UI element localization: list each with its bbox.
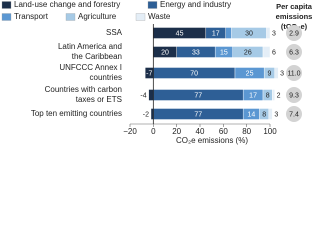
x-tick-label: 60 bbox=[219, 127, 228, 136]
bar-value-label: 70 bbox=[190, 70, 198, 77]
per-capita-label: 6.3 bbox=[289, 49, 299, 56]
per-capita-label: 9.3 bbox=[289, 92, 299, 99]
bar-segment bbox=[274, 67, 279, 79]
category-label: Latin America and the Caribbean bbox=[58, 42, 122, 61]
category-label: SSA bbox=[106, 28, 123, 37]
per-capita-title: emissions bbox=[276, 12, 312, 21]
bar-segment bbox=[225, 27, 232, 39]
x-tick-label: 0 bbox=[151, 127, 156, 136]
x-tick-label: 20 bbox=[172, 127, 181, 136]
bar-value-label: 3 bbox=[272, 30, 276, 37]
bar-value-label: 30 bbox=[245, 30, 253, 37]
per-capita-label: 2.9 bbox=[289, 30, 299, 37]
per-capita-marker bbox=[286, 106, 302, 122]
chart: CO₂e emissions (%) Land-use change and f… bbox=[1, 0, 312, 145]
bar-value-label: 3 bbox=[274, 111, 278, 118]
bar-value-label: 77 bbox=[194, 92, 202, 99]
per-capita-marker bbox=[286, 65, 302, 81]
x-tick-label: −20 bbox=[123, 127, 137, 136]
bar-value-label: -2 bbox=[143, 111, 149, 118]
legend-label: Land-use change and forestry bbox=[14, 0, 120, 9]
legend-swatch bbox=[1, 1, 12, 9]
bar-value-label: 45 bbox=[176, 30, 184, 37]
per-capita-marker bbox=[286, 25, 302, 41]
bar-value-label: 33 bbox=[192, 49, 200, 56]
x-tick-label: 80 bbox=[242, 127, 251, 136]
bar-value-label: -4 bbox=[140, 92, 146, 99]
x-tick-label: 100 bbox=[263, 127, 277, 136]
legend-label: Transport bbox=[14, 12, 49, 21]
bar-segment bbox=[268, 108, 273, 120]
per-capita-marker bbox=[286, 87, 302, 103]
legend-label: Agriculture bbox=[78, 12, 117, 21]
bar-value-label: 3 bbox=[280, 70, 284, 77]
legend-swatch bbox=[65, 13, 76, 21]
per-capita-title: Per capita bbox=[276, 2, 312, 11]
x-axis-label: CO₂e emissions (%) bbox=[176, 136, 248, 145]
bar-segment bbox=[272, 89, 275, 101]
bar-value-label: 2 bbox=[277, 92, 281, 99]
bar-value-label: 9 bbox=[267, 70, 271, 77]
per-capita-label: 7.4 bbox=[289, 111, 299, 118]
bar-value-label: 77 bbox=[194, 111, 202, 118]
per-capita-label: 11.0 bbox=[287, 70, 300, 77]
bar-value-label: 6 bbox=[272, 49, 276, 56]
bar-value-label: 20 bbox=[161, 49, 169, 56]
legend-swatch bbox=[135, 13, 146, 21]
bar-value-label: -7 bbox=[146, 70, 152, 77]
bar-value-label: 17 bbox=[249, 92, 257, 99]
bar-value-label: 17 bbox=[212, 30, 220, 37]
legend-label: Waste bbox=[148, 12, 171, 21]
bar-value-label: 14 bbox=[247, 111, 255, 118]
bar-value-label: 15 bbox=[220, 49, 228, 56]
legend-label: Energy and industry bbox=[160, 0, 231, 9]
bar-value-label: 26 bbox=[244, 49, 252, 56]
category-label: Countries with carbon taxes or ETS bbox=[45, 85, 122, 104]
category-label: Top ten emitting countries bbox=[31, 109, 122, 118]
x-tick-label: 40 bbox=[196, 127, 205, 136]
bar-segment bbox=[262, 46, 271, 58]
bar-segment bbox=[148, 89, 154, 101]
bar-segment bbox=[266, 27, 271, 39]
legend-swatch bbox=[1, 13, 12, 21]
bar-value-label: 8 bbox=[266, 92, 270, 99]
legend-swatch bbox=[147, 1, 158, 9]
bar-value-label: 8 bbox=[262, 111, 266, 118]
per-capita-marker bbox=[286, 44, 302, 60]
bar-value-label: 25 bbox=[246, 70, 254, 77]
